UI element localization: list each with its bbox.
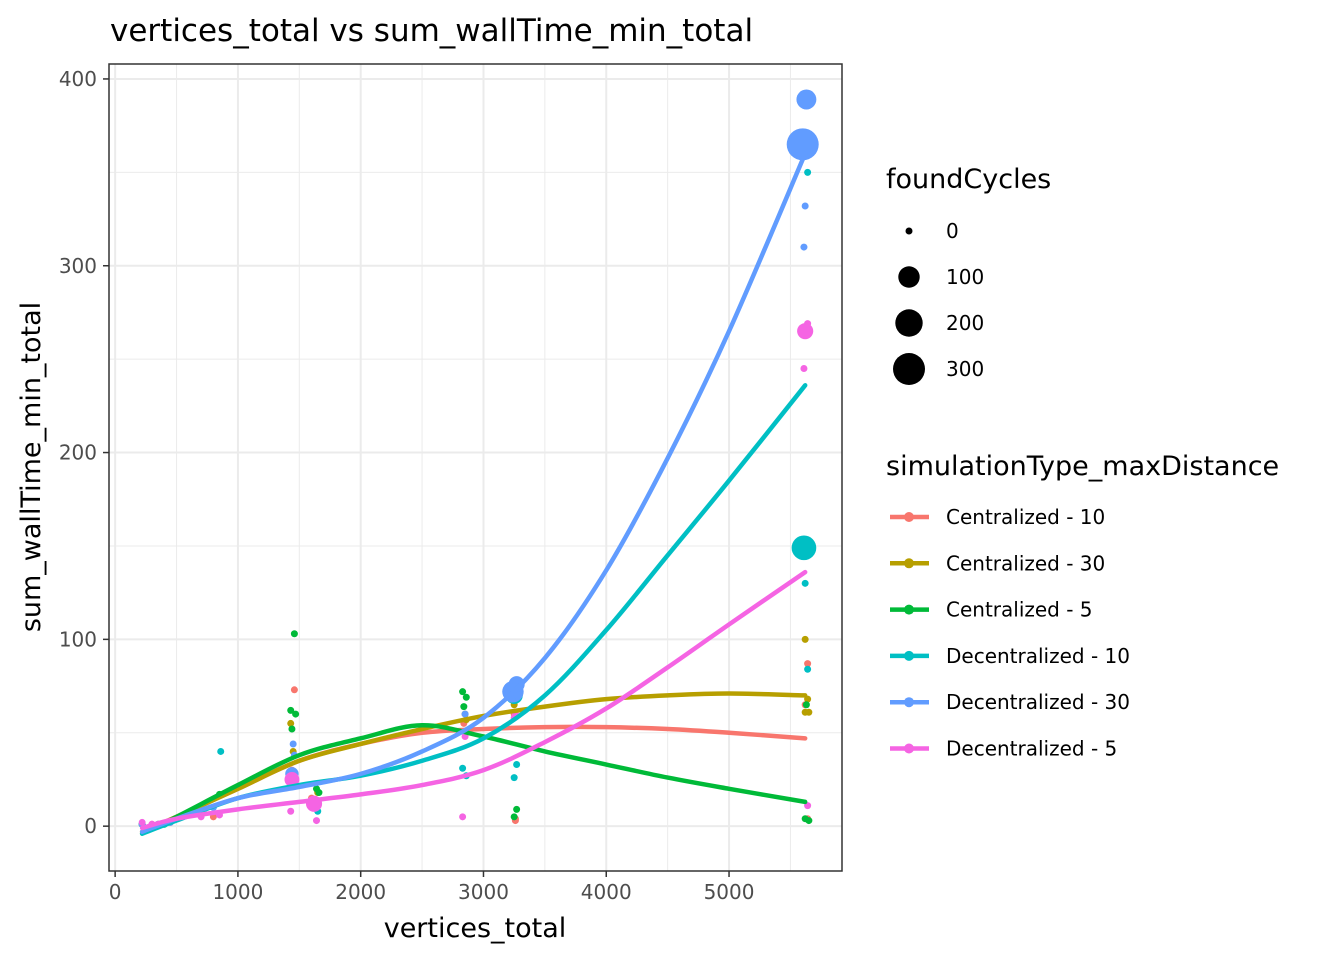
data-point [508, 676, 525, 693]
data-point [290, 630, 298, 638]
color-legend-label: Decentralized - 5 [946, 737, 1117, 761]
data-point [804, 660, 812, 668]
data-point [513, 805, 521, 813]
color-legend: simulationType_maxDistance Centralized -… [886, 451, 1279, 761]
color-legend-dot [904, 558, 914, 569]
plot-panel [108, 63, 843, 872]
color-legend-dot [904, 743, 914, 754]
size-legend-label: 0 [946, 219, 959, 243]
color-legend-title: simulationType_maxDistance [886, 451, 1279, 482]
data-point [801, 202, 809, 210]
size-legend-key [898, 266, 920, 288]
data-point [459, 688, 467, 696]
size-legend-key [895, 309, 923, 337]
data-point [292, 710, 300, 718]
trend-line [139, 723, 808, 836]
trend-lines [139, 151, 808, 836]
y-axis: 0 100 200 300 400 [59, 67, 109, 838]
data-point [460, 703, 468, 711]
color-legend-label: Centralized - 5 [946, 598, 1093, 622]
color-legend-label: Decentralized - 30 [946, 690, 1130, 714]
size-legend: foundCycles 0 100 200 300 [886, 164, 1051, 385]
trend-line [139, 691, 808, 835]
data-point [805, 817, 813, 825]
x-tick-label: 1000 [212, 880, 263, 904]
y-tick-label: 0 [84, 814, 97, 838]
data-point [312, 817, 320, 825]
color-legend-label: Decentralized - 10 [946, 644, 1130, 668]
data-point [791, 535, 817, 561]
y-tick-label: 200 [59, 441, 97, 465]
data-point [804, 665, 812, 673]
color-legend-dot [904, 650, 914, 661]
x-tick-label: 3000 [458, 880, 509, 904]
data-point [459, 764, 467, 772]
trend-line [139, 569, 808, 831]
data-point [217, 747, 225, 755]
size-legend-key [905, 227, 913, 235]
data-point [510, 774, 518, 782]
data-point [801, 635, 809, 643]
data-point [287, 807, 295, 815]
trend-line [139, 151, 808, 835]
data-point [510, 813, 518, 821]
data-point [290, 686, 298, 694]
data-point [289, 740, 297, 748]
data-point [802, 701, 810, 709]
data-point [138, 818, 146, 826]
color-legend-label: Centralized - 30 [946, 551, 1105, 575]
data-point [459, 813, 467, 821]
data-point [315, 789, 323, 797]
data-point [801, 579, 809, 587]
plot-border [108, 63, 843, 872]
size-legend-label: 100 [946, 265, 984, 289]
size-legend-key [893, 353, 925, 385]
data-point [804, 168, 812, 176]
x-tick-label: 5000 [704, 880, 755, 904]
y-tick-label: 100 [59, 627, 97, 651]
y-tick-label: 300 [59, 254, 97, 278]
data-point [786, 128, 819, 161]
color-legend-dot [904, 512, 914, 522]
data-point [287, 719, 295, 727]
x-tick-label: 0 [109, 880, 122, 904]
data-point [800, 364, 808, 372]
y-axis-title: sum_wallTime_min_total [16, 302, 47, 632]
color-legend-dot [904, 697, 914, 708]
x-axis-title: vertices_total [384, 913, 567, 944]
data-point [287, 706, 295, 714]
x-tick-label: 2000 [335, 880, 386, 904]
data-point [800, 243, 808, 251]
size-legend-label: 300 [946, 357, 984, 381]
data-point [513, 761, 521, 769]
data-point [797, 323, 814, 340]
y-tick-label: 400 [59, 67, 97, 91]
data-point [805, 708, 813, 716]
grid [109, 64, 842, 871]
chart-title: vertices_total vs sum_wallTime_min_total [110, 13, 753, 49]
x-axis: 0 1000 2000 3000 4000 5000 [109, 871, 755, 904]
data-point [461, 710, 469, 718]
x-tick-label: 4000 [581, 880, 632, 904]
data-point [288, 725, 296, 733]
data-point [462, 693, 470, 701]
size-legend-label: 200 [946, 311, 984, 335]
color-legend-dot [904, 604, 914, 615]
size-legend-title: foundCycles [886, 164, 1051, 195]
data-point [796, 89, 817, 110]
color-legend-label: Centralized - 10 [946, 505, 1105, 529]
